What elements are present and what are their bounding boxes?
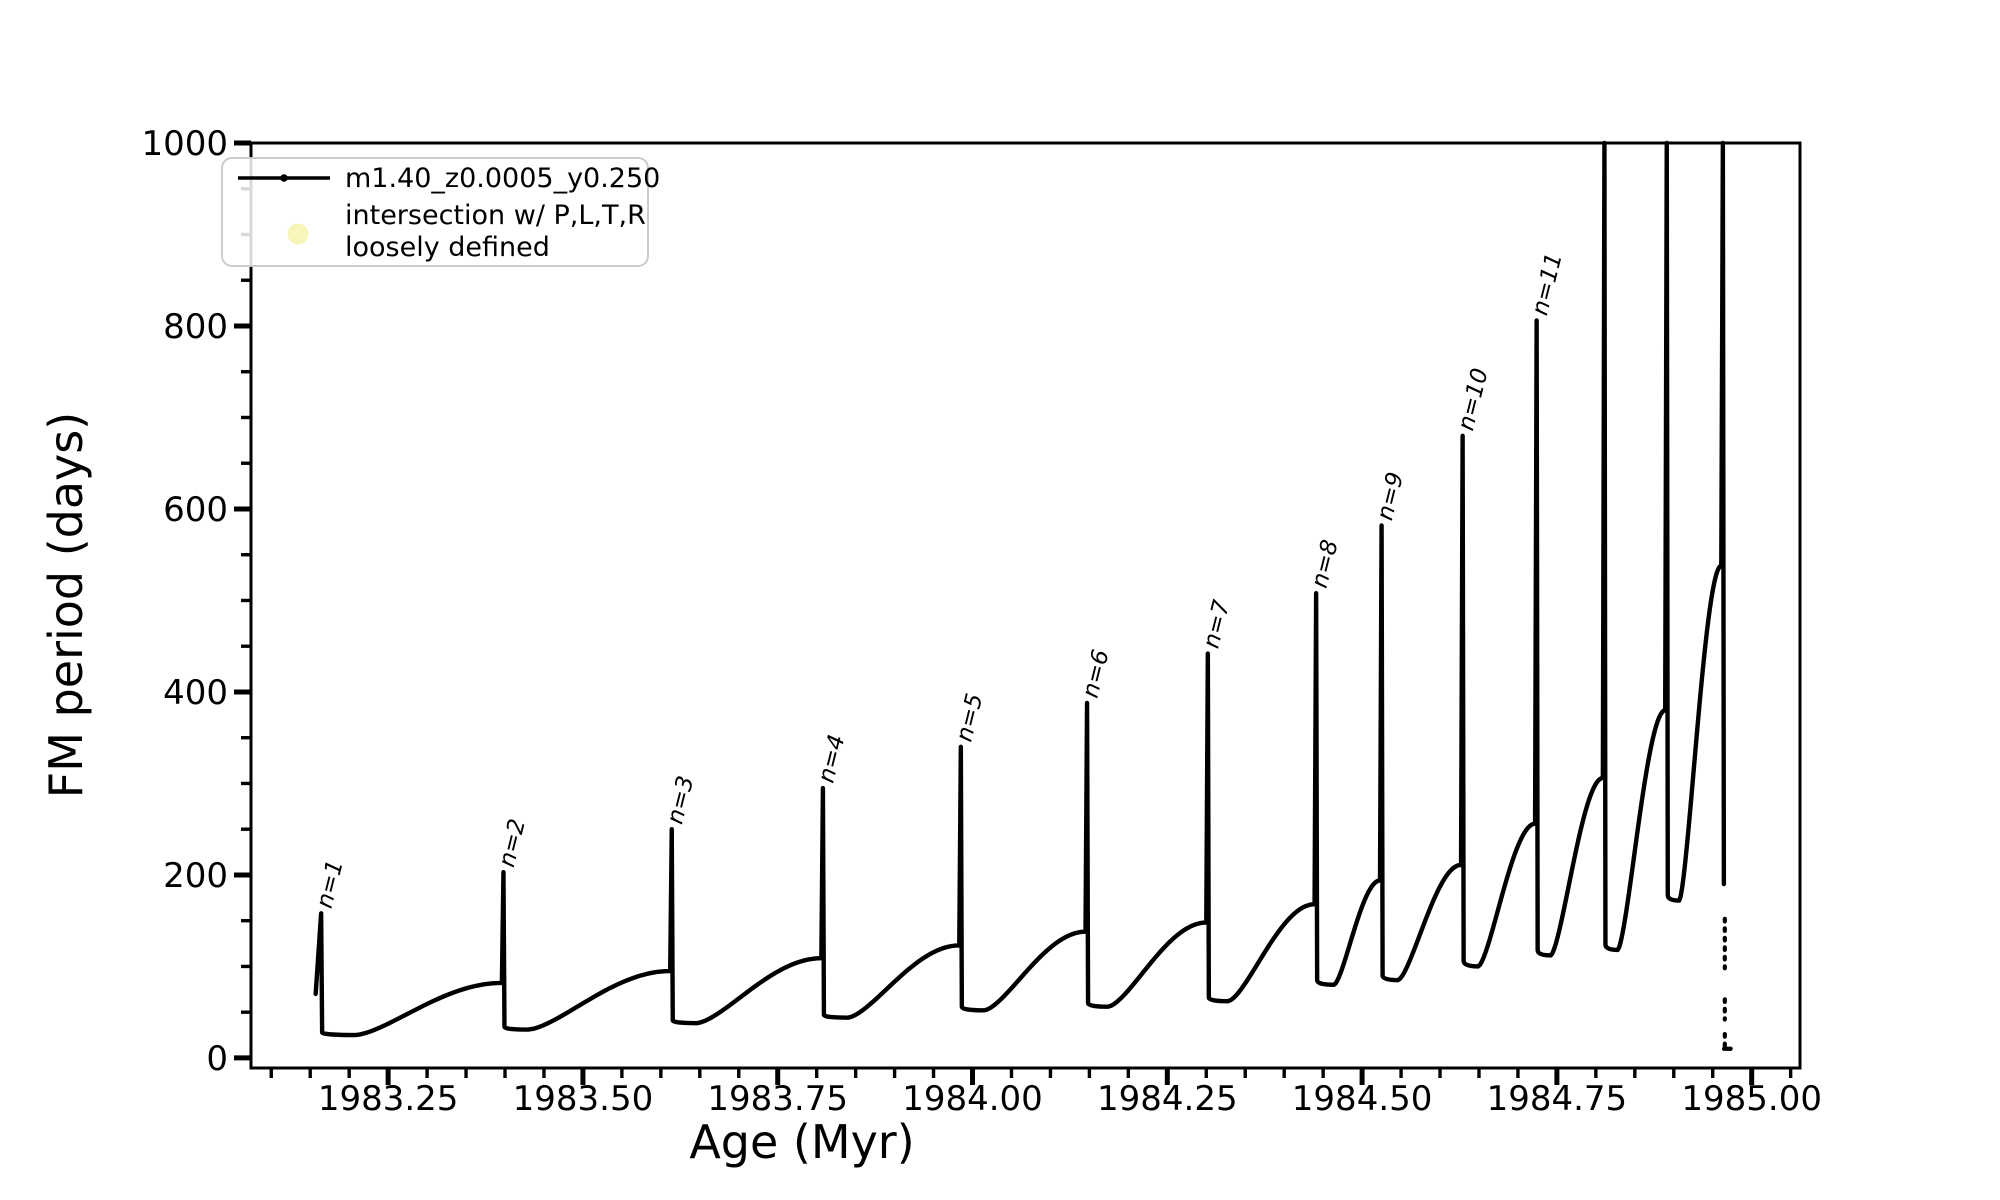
x-tick-label: 1984.00 — [902, 1079, 1043, 1119]
spike-annotation: n=3 — [662, 773, 699, 826]
y-tick-label: 1000 — [141, 124, 228, 164]
intersection-marker-icon — [287, 223, 309, 245]
legend-intersection-label-line2: loosely defined — [345, 232, 550, 263]
legend-intersection-label-line1: intersection w/ P,L,T,R — [345, 200, 646, 231]
series-marker-dot-icon — [280, 174, 288, 182]
legend-series-label: m1.40_z0.0005_y0.250 — [345, 163, 660, 194]
spike-annotation: n=9 — [1372, 470, 1409, 523]
x-tick-label: 1983.75 — [707, 1079, 848, 1119]
spike-annotation: n=6 — [1078, 647, 1115, 700]
spike-annotation: n=5 — [951, 691, 988, 744]
x-tick-label: 1983.50 — [513, 1079, 654, 1119]
spike-annotation: n=4 — [814, 732, 851, 785]
legend-box — [221, 157, 649, 267]
data-series-line — [313, 140, 1727, 1038]
y-tick-label: 400 — [163, 673, 228, 713]
x-axis-label: Age (Myr) — [689, 1115, 914, 1169]
y-axis-label: FM period (days) — [39, 412, 93, 798]
x-tick-label: 1983.25 — [318, 1079, 459, 1119]
y-tick-label: 800 — [163, 307, 228, 347]
spike-annotation: n=1 — [312, 857, 349, 910]
x-tick-label: 1984.50 — [1292, 1079, 1433, 1119]
x-tick-label: 1984.75 — [1487, 1079, 1628, 1119]
legend: m1.40_z0.0005_y0.250 intersection w/ P,L… — [221, 157, 660, 267]
spike-annotation: n=7 — [1198, 597, 1235, 651]
spike-annotation: n=8 — [1307, 537, 1344, 590]
series-layer — [313, 140, 1733, 1051]
ticks-layer: 1983.25 1983.50 1983.75 1984.00 1984.25 1984.… — [141, 124, 1822, 1119]
y-tick-label: 600 — [163, 490, 228, 530]
y-tick-label: 0 — [206, 1039, 228, 1079]
x-tick-label: 1985.00 — [1681, 1079, 1822, 1119]
y-tick-label: 200 — [163, 856, 228, 896]
spike-annotation: n=10 — [1453, 366, 1493, 434]
spike-annotation: n=2 — [494, 816, 531, 869]
x-tick-label: 1984.25 — [1097, 1079, 1238, 1119]
axes-frame — [249, 141, 1802, 1070]
spike-annotation: n=11 — [1527, 250, 1567, 318]
